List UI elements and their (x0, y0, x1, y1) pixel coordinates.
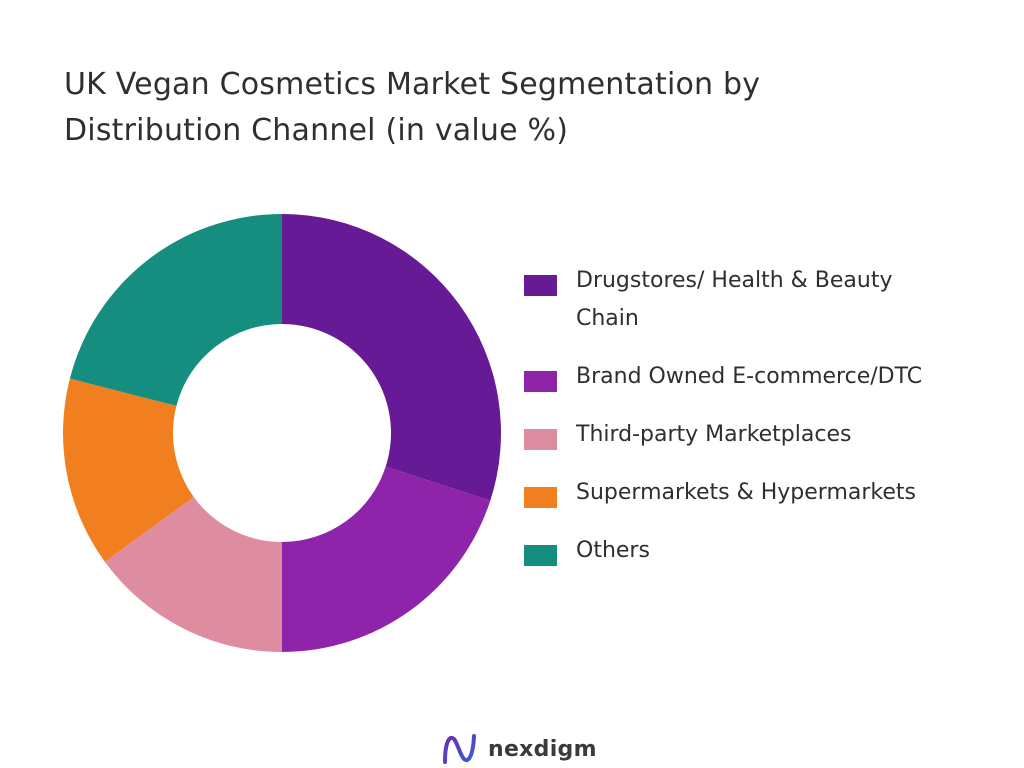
brand-name: nexdigm (488, 736, 597, 762)
legend-swatch (524, 545, 557, 566)
donut-slice-others (69, 214, 283, 406)
donut-slice-brand-owned-e-commerce-dtc (282, 466, 491, 652)
legend-item-third-party-marketplaces: Third-party Marketplaces (524, 416, 1014, 454)
chart-legend: Drugstores/ Health & Beauty Chain Brand Ow… (524, 262, 1014, 590)
donut-slice-supermarkets-hypermarkets (63, 378, 194, 562)
legend-swatch (524, 275, 557, 296)
legend-label: Drugstores/ Health & Beauty (576, 268, 893, 293)
donut-slice-drugstores-health-beauty-chain (282, 214, 501, 501)
legend-item-drugstores-health-beauty-chain: Drugstores/ Health & Beauty Chain (524, 262, 1014, 338)
brand-footer: nexdigm (440, 729, 597, 768)
legend-label: Chain (576, 306, 639, 331)
chart-title: UK Vegan Cosmetics Market Segmentation b… (64, 67, 761, 148)
legend-swatch (524, 371, 557, 392)
legend-item-brand-owned-e-commerce-dtc: Brand Owned E-commerce/DTC (524, 358, 1014, 396)
legend-label: Third-party Marketplaces (576, 422, 852, 447)
donut-slices (63, 214, 501, 652)
legend-label: Brand Owned E-commerce/DTC (576, 364, 923, 389)
legend-swatch (524, 487, 557, 508)
legend-label: Supermarkets & Hypermarkets (576, 480, 917, 505)
legend-item-others: Others (524, 532, 1014, 570)
donut-slice-third-party-marketplaces (104, 497, 282, 652)
nexdigm-logo-icon (443, 734, 476, 764)
legend-swatch (524, 429, 557, 450)
legend-label: Others (576, 538, 650, 563)
legend-item-supermarkets-hypermarkets: Supermarkets & Hypermarkets (524, 474, 1014, 512)
